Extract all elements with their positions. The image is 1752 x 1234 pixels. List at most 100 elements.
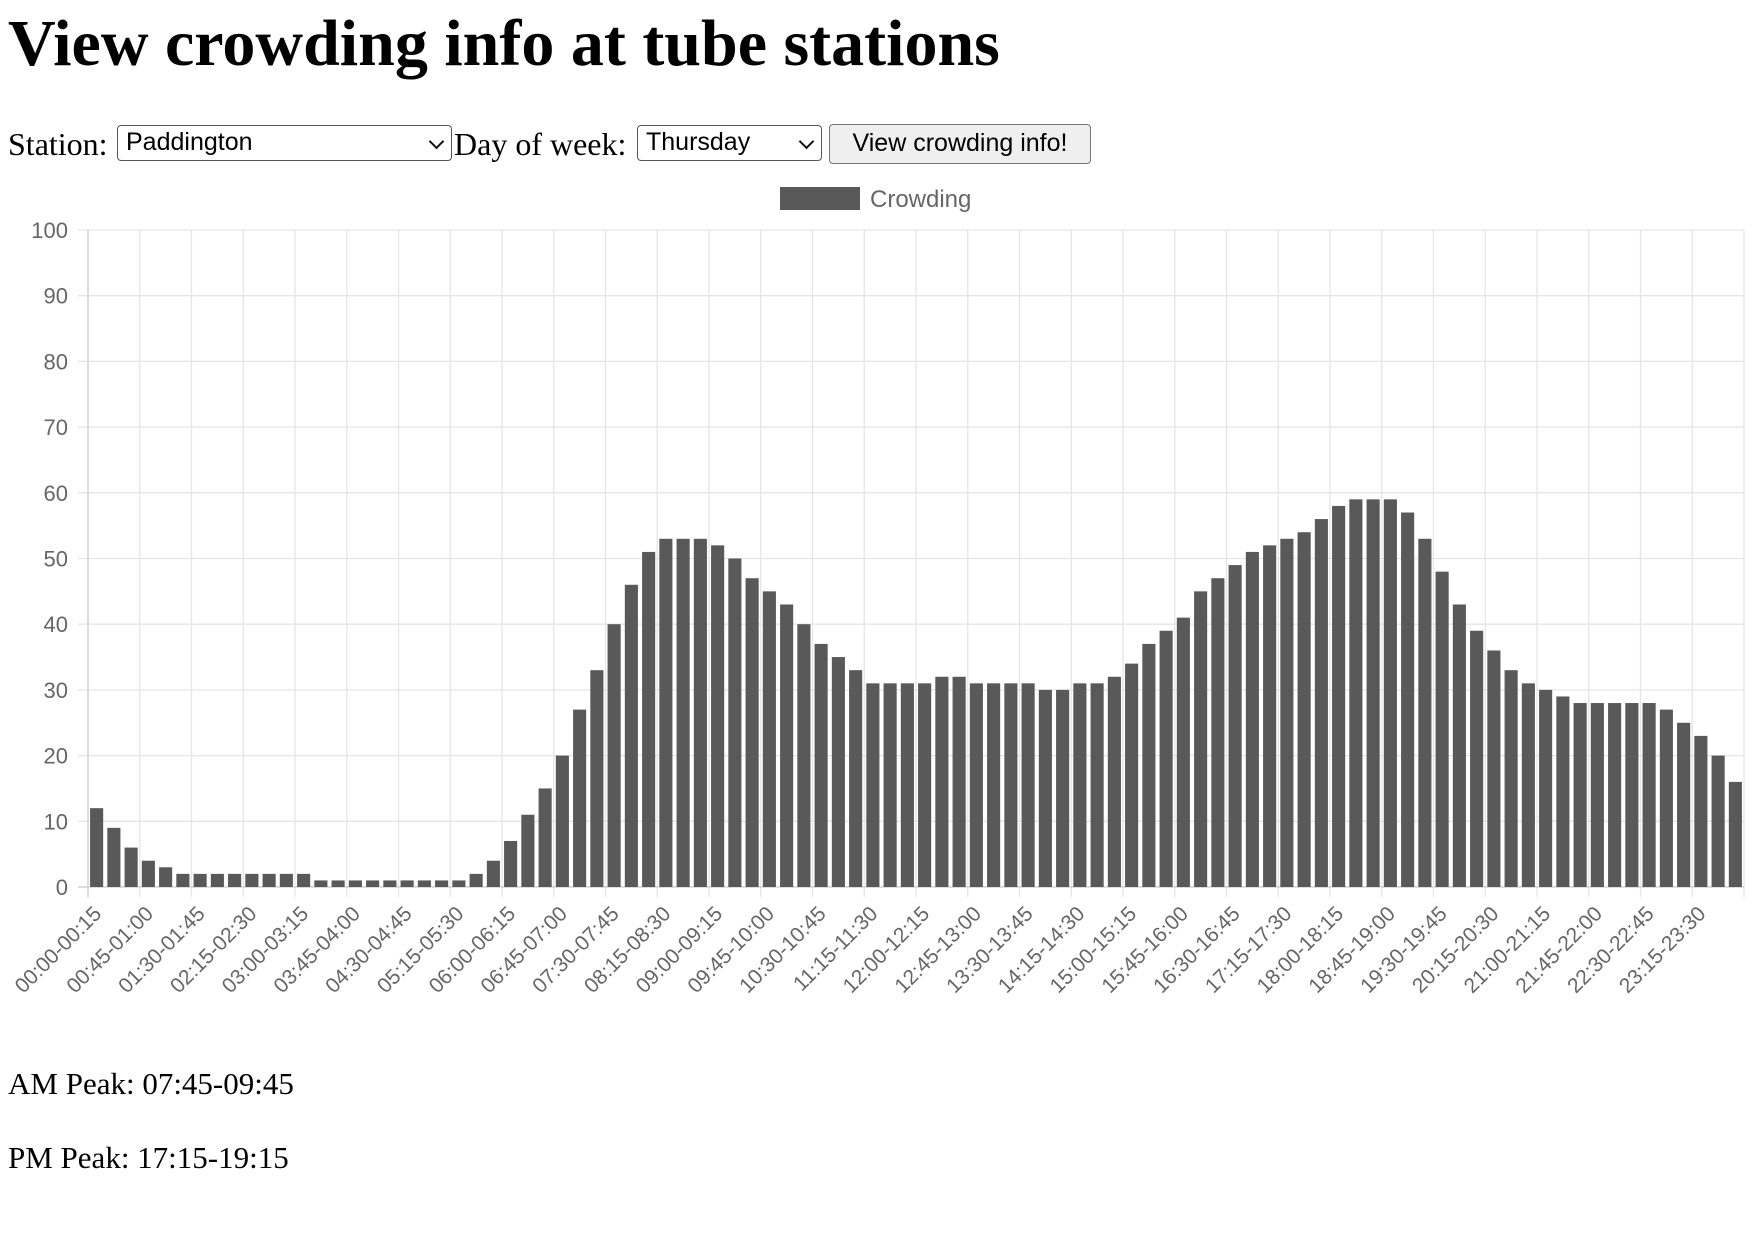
bar — [1573, 703, 1587, 887]
bar — [762, 591, 776, 887]
bar — [918, 683, 932, 887]
x-axis: 00:00-00:1500:45-01:0001:30-01:4502:15-0… — [11, 902, 1711, 998]
bar — [555, 755, 569, 887]
station-select[interactable]: Paddington — [117, 125, 452, 161]
bar — [728, 558, 742, 887]
bar — [1642, 703, 1656, 887]
station-label: Station: — [8, 126, 108, 162]
bar — [383, 880, 397, 887]
bar — [1401, 512, 1415, 887]
chart-legend: Crowding — [780, 186, 971, 213]
bar — [1297, 532, 1311, 887]
bar — [969, 683, 983, 887]
chevron-down-icon — [798, 133, 815, 150]
bar — [745, 578, 759, 887]
bar — [676, 538, 690, 887]
bar — [797, 624, 811, 887]
bar — [607, 624, 621, 887]
bar — [573, 709, 587, 887]
y-tick-label: 10 — [44, 809, 68, 834]
bar — [331, 880, 345, 887]
bar — [452, 880, 466, 887]
bar — [314, 880, 328, 887]
bar — [1280, 538, 1294, 887]
am-peak-text: AM Peak: 07:45-09:45 — [8, 1066, 294, 1101]
view-crowding-info-button[interactable]: View crowding info! — [829, 124, 1091, 164]
bar — [1090, 683, 1104, 887]
bar — [1314, 519, 1328, 887]
bar — [1021, 683, 1035, 887]
y-tick-label: 0 — [56, 875, 68, 900]
bar — [1245, 551, 1259, 887]
chevron-down-icon — [428, 133, 445, 150]
day-of-week-select[interactable]: Thursday — [637, 125, 822, 161]
bar — [1470, 630, 1484, 887]
bar — [1125, 663, 1139, 887]
bar — [711, 545, 725, 887]
bar — [1366, 499, 1380, 887]
bar — [849, 670, 863, 887]
bar — [1452, 604, 1466, 887]
bar — [1176, 617, 1190, 887]
bar — [1383, 499, 1397, 887]
bar — [1159, 630, 1173, 887]
y-tick-label: 20 — [44, 744, 68, 769]
bar — [1263, 545, 1277, 887]
bar — [193, 873, 207, 887]
chart-bars — [90, 499, 1742, 887]
bar — [400, 880, 414, 887]
bar — [1211, 578, 1225, 887]
legend-swatch — [780, 187, 860, 210]
y-tick-label: 100 — [31, 218, 68, 243]
bar — [1711, 755, 1725, 887]
y-axis: 0 10 20 30 40 50 60 70 80 90 100 — [31, 218, 68, 900]
bar — [366, 880, 380, 887]
bar — [780, 604, 794, 887]
bar — [1694, 735, 1708, 887]
bar — [228, 873, 242, 887]
bar — [1332, 505, 1346, 887]
day-of-week-select-value: Thursday — [646, 128, 751, 156]
bar — [1521, 683, 1535, 887]
bar — [107, 827, 121, 887]
bar — [1228, 565, 1242, 887]
bar — [866, 683, 880, 887]
bar — [1349, 499, 1363, 887]
bar — [141, 860, 155, 887]
y-tick-label: 60 — [44, 481, 68, 506]
bar — [435, 880, 449, 887]
day-of-week-label: Day of week: — [454, 126, 627, 162]
bar — [883, 683, 897, 887]
bar — [1056, 689, 1070, 887]
y-tick-label: 80 — [44, 349, 68, 374]
bar — [987, 683, 1001, 887]
bar — [590, 670, 604, 887]
bar — [1487, 650, 1501, 887]
y-tick-label: 40 — [44, 612, 68, 637]
bar — [176, 873, 190, 887]
bar — [417, 880, 431, 887]
bar — [1142, 643, 1156, 887]
bar — [279, 873, 293, 887]
bar — [624, 584, 638, 887]
bar — [469, 873, 483, 887]
bar — [693, 538, 707, 887]
bar — [1608, 703, 1622, 887]
page-title: View crowding info at tube stations — [8, 7, 1000, 80]
bar — [159, 867, 173, 887]
bar — [1625, 703, 1639, 887]
bar — [935, 676, 949, 887]
bar — [952, 676, 966, 887]
bar — [831, 657, 845, 887]
bar — [900, 683, 914, 887]
legend-label: Crowding — [870, 186, 971, 213]
bar — [1556, 696, 1570, 887]
bar — [504, 841, 518, 887]
bar — [1539, 689, 1553, 887]
y-tick-label: 30 — [44, 678, 68, 703]
bar — [1038, 689, 1052, 887]
bar — [1677, 722, 1691, 887]
bar — [1435, 571, 1449, 887]
bar — [814, 643, 828, 887]
bar — [1073, 683, 1087, 887]
